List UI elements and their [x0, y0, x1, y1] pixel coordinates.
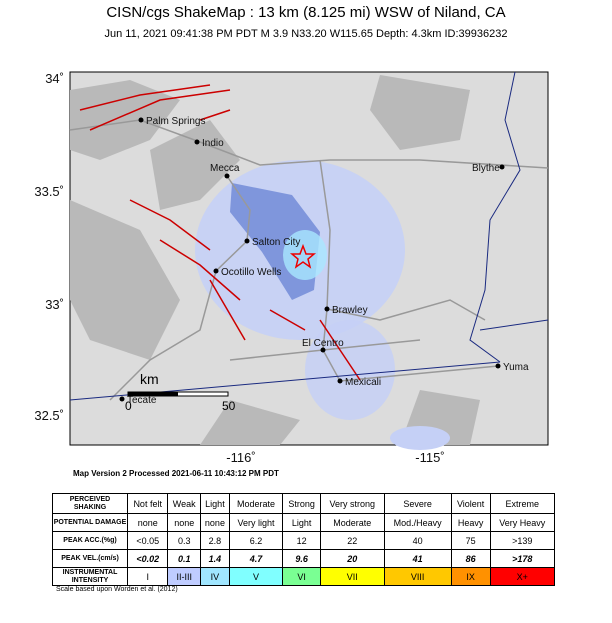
scale-unit: km: [140, 371, 159, 387]
city: Salton City: [252, 237, 300, 248]
legend-row: POTENTIAL DAMAGE none none none Very light Li…: [52, 513, 556, 532]
lat-label: 33˚: [45, 297, 64, 312]
city: Brawley: [332, 305, 368, 316]
intensity-legend: PERCEIVED SHAKING Not felt Weak Light Modera…: [52, 493, 556, 586]
legend-cell: >178: [489, 549, 556, 568]
legend-cell: IV: [200, 567, 230, 586]
legend-cell: 75: [450, 531, 491, 550]
legend-cell: Moderate: [228, 493, 284, 514]
legend-cell: VII: [319, 567, 385, 586]
cities: Palm Springs Indio Mecca Blythe Salton C…: [119, 116, 529, 406]
legend-cell: 20: [319, 549, 385, 568]
legend-cell: Severe: [383, 493, 452, 514]
lat-label: 34˚: [45, 71, 64, 86]
legend-cell: Violent: [450, 493, 491, 514]
legend-cell: <0.02: [126, 549, 169, 568]
scale-label: 0: [125, 399, 132, 413]
legend-cell: 4.7: [228, 549, 284, 568]
legend-cell: V: [228, 567, 284, 586]
row-header: POTENTIAL DAMAGE: [52, 513, 128, 532]
legend-cell: Strong: [282, 493, 321, 514]
legend-cell: 40: [383, 531, 452, 550]
legend-cell: X+: [489, 567, 556, 586]
legend-cell: <0.05: [126, 531, 169, 550]
legend-cell: IX: [450, 567, 491, 586]
scale-note: Scale based upon Worden et al. (2012): [56, 586, 178, 593]
legend-cell: none: [200, 513, 230, 532]
legend-cell: Extreme: [489, 493, 556, 514]
legend-cell: >139: [489, 531, 556, 550]
legend-cell: Very Heavy: [489, 513, 556, 532]
legend-cell: 9.6: [282, 549, 321, 568]
row-header: PEAK VEL.(cm/s): [52, 549, 128, 568]
legend-cell: Very light: [228, 513, 284, 532]
legend-cell: 6.2: [228, 531, 284, 550]
legend-cell: Light: [282, 513, 321, 532]
city: Palm Springs: [146, 116, 205, 127]
legend-cell: Moderate: [319, 513, 385, 532]
legend-cell: VI: [282, 567, 321, 586]
legend-row: PEAK ACC.(%g) <0.05 0.3 2.8 6.2 12 22 40 75 >139: [52, 531, 556, 550]
legend-cell: Not felt: [126, 493, 169, 514]
legend-cell: Heavy: [450, 513, 491, 532]
city: Ocotillo Wells: [221, 267, 281, 278]
legend-cell: 0.3: [167, 531, 202, 550]
lon-label: -116˚: [226, 450, 255, 465]
scale-label: 50: [222, 399, 236, 413]
legend-row: PERCEIVED SHAKING Not felt Weak Light Modera…: [52, 493, 556, 514]
legend-cell: Light: [200, 493, 230, 514]
legend-row: INSTRUMENTAL INTENSITY I II-III IV V VI VII VII…: [52, 567, 556, 586]
city: Mexicali: [345, 377, 381, 388]
subtitle: Jun 11, 2021 09:41:38 PM PDT M 3.9 N33.2…: [105, 28, 508, 40]
legend-cell: none: [126, 513, 169, 532]
scale-bar: km 0 50: [125, 371, 236, 413]
state-border: [469, 71, 521, 363]
city: Mecca: [210, 163, 240, 174]
epicenter: [289, 243, 317, 269]
legend-cell: none: [167, 513, 202, 532]
legend-cell: I: [126, 567, 169, 586]
legend-cell: 12: [282, 531, 321, 550]
row-header: PEAK ACC.(%g): [52, 531, 128, 550]
legend-cell: Mod./Heavy: [383, 513, 452, 532]
city: Tecate: [127, 395, 157, 406]
legend-cell: Weak: [167, 493, 202, 514]
legend-cell: 22: [319, 531, 385, 550]
row-header: INSTRUMENTAL INTENSITY: [52, 567, 128, 586]
legend-cell: VIII: [383, 567, 452, 586]
legend-cell: 86: [450, 549, 491, 568]
lat-label: 32.5˚: [34, 408, 64, 423]
legend-cell: 2.8: [200, 531, 230, 550]
faults: [79, 84, 361, 381]
city: El Centro: [302, 338, 344, 349]
city: Blythe: [472, 163, 500, 174]
row-header: PERCEIVED SHAKING: [52, 493, 128, 514]
lon-label: -115˚: [415, 450, 444, 465]
title: CISN/cgs ShakeMap : 13 km (8.125 mi) WSW…: [106, 4, 505, 21]
state-border: [479, 319, 549, 331]
legend-row: PEAK VEL.(cm/s) <0.02 0.1 1.4 4.7 9.6 20 41 86 >1…: [52, 549, 556, 568]
legend-cell: 41: [383, 549, 452, 568]
lat-label: 33.5˚: [34, 184, 64, 199]
terrain: [70, 75, 480, 445]
city: Yuma: [503, 362, 529, 373]
legend-cell: Very strong: [319, 493, 385, 514]
legend-cell: 1.4: [200, 549, 230, 568]
legend-cell: II-III: [167, 567, 202, 586]
map-version: Map Version 2 Processed 2021-06-11 10:43…: [73, 469, 279, 478]
city: Indio: [202, 138, 224, 149]
legend-cell: 0.1: [167, 549, 202, 568]
